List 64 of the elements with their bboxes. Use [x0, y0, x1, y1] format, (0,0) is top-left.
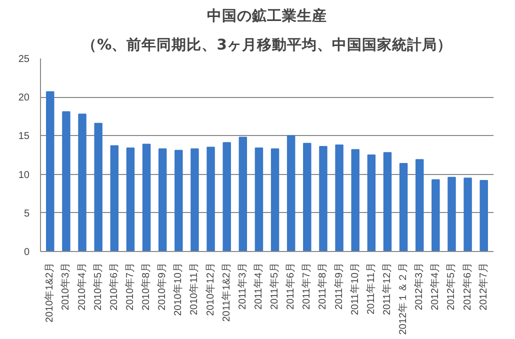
y-tick-label: 20	[18, 92, 30, 104]
x-tick-label: 2010年6月	[108, 262, 120, 310]
x-tick-label: 2012年１＆２月	[397, 262, 410, 335]
x-tick-label: 2010年8月	[140, 262, 152, 310]
x-tick-label: 2011年11月	[364, 262, 377, 314]
bar	[367, 154, 376, 252]
bar	[351, 149, 360, 252]
bar	[286, 135, 296, 252]
bar	[415, 159, 424, 252]
x-tick-label: 2011年5月	[268, 262, 281, 310]
bar	[46, 91, 54, 252]
bar	[319, 146, 328, 252]
x-tick-label: 2010年11月	[188, 262, 200, 316]
x-tick-label: 2012年7月	[477, 262, 490, 310]
bar	[448, 176, 456, 252]
x-tick-label: 2010年5月	[92, 262, 104, 310]
x-tick-label: 2010年7月	[124, 262, 136, 310]
bar	[238, 136, 248, 252]
x-tick-label: 2011年6月	[284, 262, 297, 310]
bar	[480, 180, 488, 252]
x-tick-label: 2011年9月	[332, 262, 345, 310]
x-tick-label: 2010年9月	[156, 262, 168, 310]
x-tick-label: 2012年4月	[429, 262, 442, 310]
x-tick-label: 2012年6月	[461, 262, 474, 310]
bar	[270, 148, 280, 252]
bar	[335, 144, 344, 252]
x-tick-label: 2010年12月	[204, 262, 216, 316]
y-tick-label: 25	[18, 54, 30, 65]
x-tick-label: 2011年10月	[348, 262, 361, 316]
y-tick-label: 10	[18, 170, 30, 181]
y-tick-label: 15	[18, 131, 30, 142]
y-tick-label: 0	[24, 247, 30, 258]
bar	[464, 178, 472, 252]
chart-title: 中国の鉱工業生産	[207, 6, 327, 24]
bar	[94, 122, 102, 252]
x-tick-label: 2011年7月	[300, 262, 313, 310]
chart-subtitle: （%、前年同期比、3ヶ月移動平均、中国国家統計局）	[82, 36, 452, 54]
bar	[399, 162, 408, 252]
bar	[383, 152, 392, 252]
x-tick-label: 2011年12月	[380, 262, 393, 316]
x-tick-label: 2012年5月	[445, 262, 458, 310]
bar	[303, 142, 312, 252]
bar	[206, 146, 215, 252]
bar	[158, 148, 167, 252]
x-tick-label: 2011年8月	[316, 262, 329, 310]
bar	[126, 148, 135, 252]
bar	[174, 150, 183, 252]
bar	[190, 148, 199, 252]
bar	[110, 145, 119, 252]
bar	[62, 111, 70, 252]
x-tick-label: 2010年3月	[60, 262, 72, 310]
x-tick-label: 2011年3月	[236, 262, 248, 310]
bar	[222, 142, 231, 252]
bar	[432, 179, 440, 252]
bar	[254, 148, 264, 252]
x-tick-label: 2010年4月	[76, 262, 88, 310]
x-tick-label: 2010年10月	[172, 262, 184, 316]
x-tick-label: 2012年3月	[413, 262, 426, 310]
bar	[142, 144, 151, 252]
x-tick-label: 2011年1&2月	[220, 262, 232, 322]
x-tick-label: 2011年4月	[252, 262, 264, 310]
x-tick-label: 2010年1&2月	[44, 262, 56, 323]
bar	[78, 114, 86, 252]
y-tick-label: 5	[24, 208, 30, 220]
